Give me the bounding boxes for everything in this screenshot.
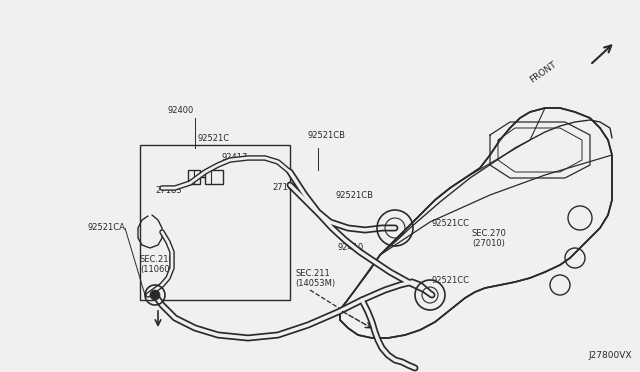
Text: FRONT: FRONT: [528, 60, 558, 84]
Text: 92417: 92417: [222, 153, 248, 162]
Text: 92521CA: 92521CA: [88, 224, 126, 232]
Bar: [140, 145, 290, 300]
Text: 92521CC: 92521CC: [432, 219, 470, 228]
Text: SEC.210: SEC.210: [140, 255, 175, 264]
Bar: [205, 170, 223, 184]
Text: 27185: 27185: [272, 183, 298, 192]
Text: 92521CC: 92521CC: [432, 276, 470, 285]
Text: 27183: 27183: [155, 186, 182, 195]
Text: 92521CB: 92521CB: [308, 131, 346, 140]
Text: (11060): (11060): [140, 265, 173, 274]
Text: (27010): (27010): [472, 239, 505, 248]
Text: 92400: 92400: [168, 106, 195, 115]
Text: SEC.211: SEC.211: [295, 269, 330, 278]
Text: 92521CB: 92521CB: [335, 191, 373, 200]
Text: (14053M): (14053M): [295, 279, 335, 288]
Circle shape: [150, 290, 160, 300]
Text: 92521C: 92521C: [198, 134, 230, 143]
Text: SEC.270: SEC.270: [472, 229, 507, 238]
Bar: [188, 170, 200, 184]
Text: J27800VX: J27800VX: [589, 351, 632, 360]
Text: 92410: 92410: [338, 244, 364, 253]
